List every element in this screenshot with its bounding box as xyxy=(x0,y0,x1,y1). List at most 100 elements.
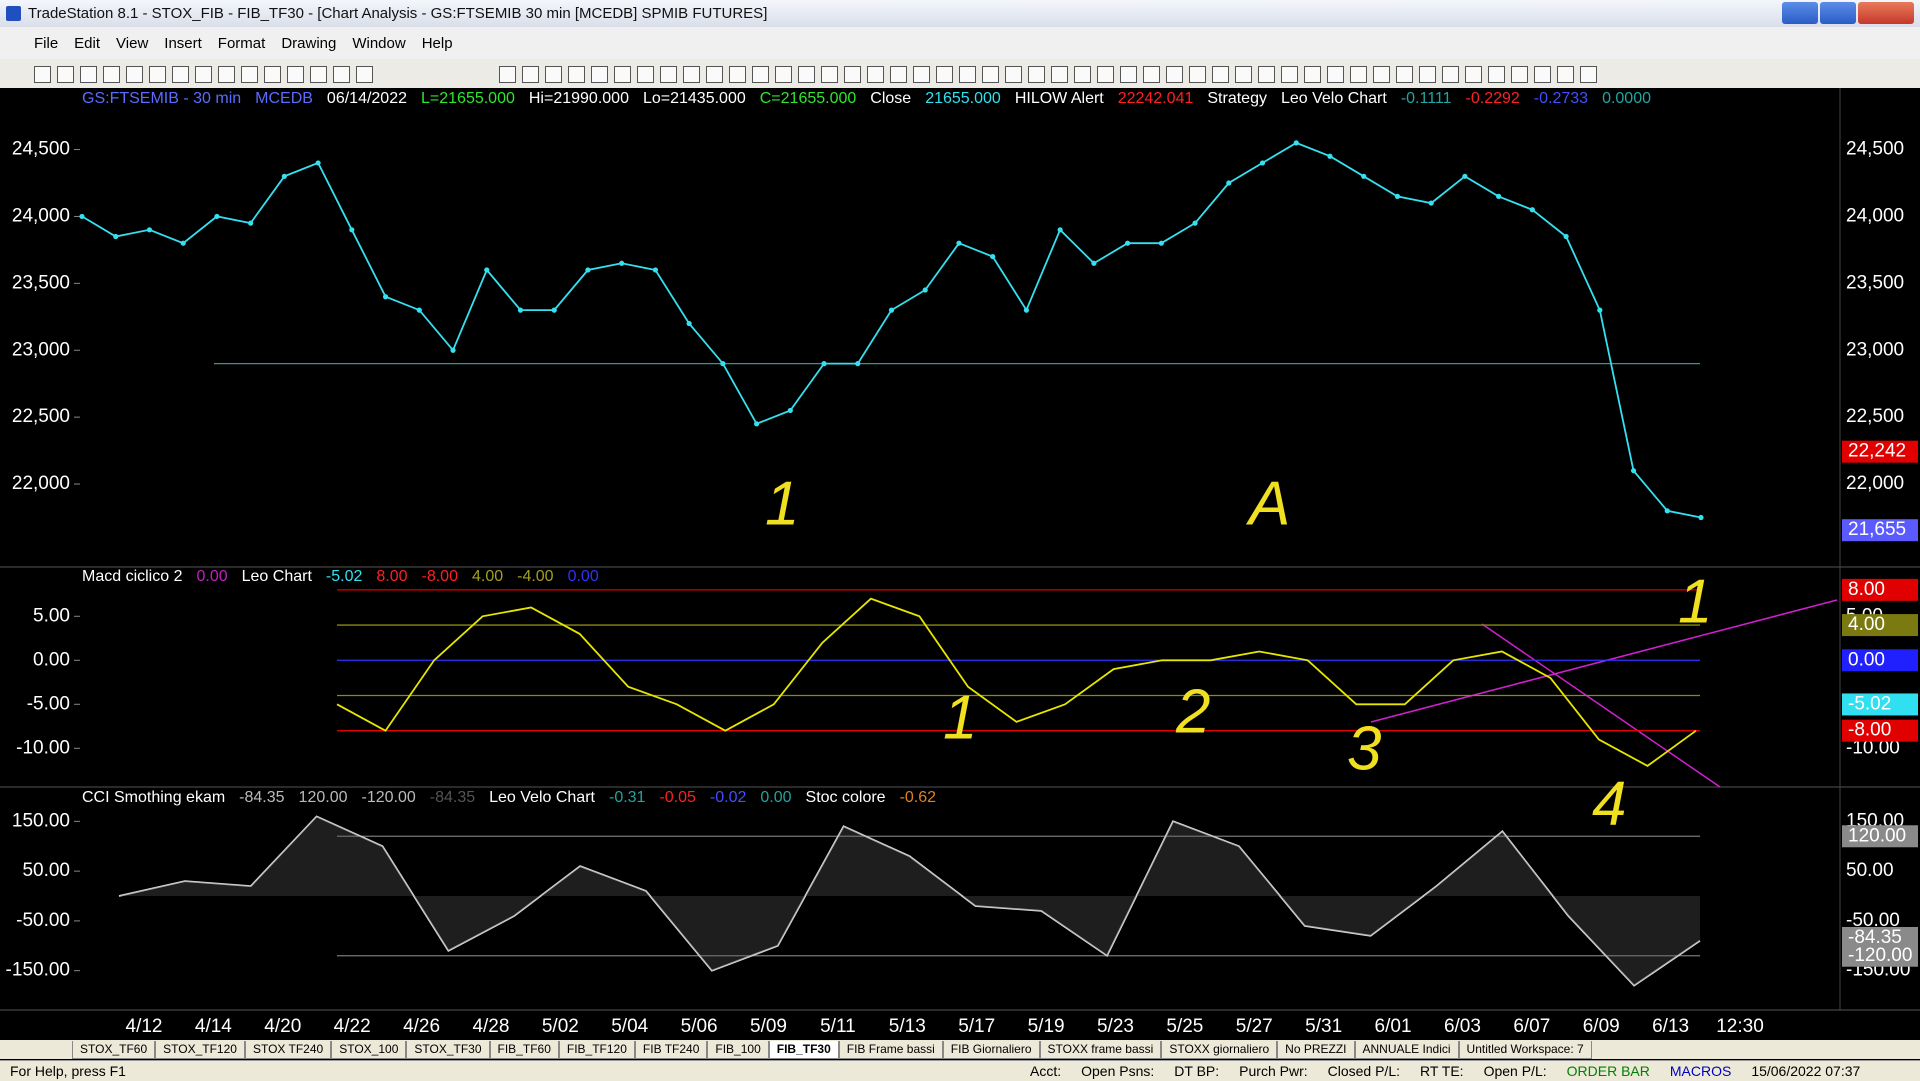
workspace-tab[interactable]: FIB_TF120 xyxy=(558,1040,635,1059)
toolbar-button[interactable] xyxy=(1235,66,1252,83)
toolbar-button[interactable] xyxy=(1304,66,1321,83)
toolbar-button[interactable] xyxy=(1212,66,1229,83)
toolbar-button[interactable] xyxy=(545,66,562,83)
toolbar-button[interactable] xyxy=(1534,66,1551,83)
toolbar-button[interactable] xyxy=(1074,66,1091,83)
toolbar-button[interactable] xyxy=(195,66,212,83)
price-badge xyxy=(1842,519,1918,542)
toolbar-button[interactable] xyxy=(637,66,654,83)
x-tick-label: 6/03 xyxy=(1444,1016,1481,1037)
header-item: Leo Velo Chart xyxy=(1280,90,1387,107)
toolbar-button[interactable] xyxy=(1189,66,1206,83)
toolbar-button[interactable] xyxy=(264,66,281,83)
data-point xyxy=(1462,173,1468,179)
workspace-tab[interactable]: FIB_TF60 xyxy=(489,1040,559,1059)
workspace-tab[interactable]: FIB Frame bassi xyxy=(838,1040,943,1059)
toolbar-button[interactable] xyxy=(1051,66,1068,83)
toolbar-button[interactable] xyxy=(959,66,976,83)
toolbar-button[interactable] xyxy=(1488,66,1505,83)
toolbar-button[interactable] xyxy=(1396,66,1413,83)
menu-item[interactable]: Help xyxy=(421,34,453,52)
workspace-tab[interactable]: FIB TF240 xyxy=(634,1040,708,1059)
toolbar-button[interactable] xyxy=(34,66,51,83)
toolbar-button[interactable] xyxy=(752,66,769,83)
toolbar-button[interactable] xyxy=(1120,66,1137,83)
toolbar-button[interactable] xyxy=(867,66,884,83)
toolbar-button[interactable] xyxy=(936,66,953,83)
toolbar-button[interactable] xyxy=(1465,66,1482,83)
toolbar-button[interactable] xyxy=(844,66,861,83)
toolbar-button[interactable] xyxy=(1327,66,1344,83)
toolbar-button[interactable] xyxy=(126,66,143,83)
toolbar-button[interactable] xyxy=(310,66,327,83)
workspace-tab[interactable]: STOX_100 xyxy=(331,1040,407,1059)
header-item: 4.00 xyxy=(471,568,504,585)
menu-item[interactable]: File xyxy=(34,34,59,52)
macros[interactable]: MACROS xyxy=(1669,1063,1732,1079)
toolbar-button[interactable] xyxy=(218,66,235,83)
toolbar-button[interactable] xyxy=(57,66,74,83)
menu-item[interactable]: View xyxy=(116,34,149,52)
toolbar-button[interactable] xyxy=(1166,66,1183,83)
toolbar-button[interactable] xyxy=(149,66,166,83)
toolbar-button[interactable] xyxy=(333,66,350,83)
toolbar-button[interactable] xyxy=(172,66,189,83)
menu-item[interactable]: Window xyxy=(352,34,406,52)
toolbar-button[interactable] xyxy=(913,66,930,83)
toolbar-button[interactable] xyxy=(614,66,631,83)
toolbar-button[interactable] xyxy=(775,66,792,83)
menu-item[interactable]: Insert xyxy=(164,34,202,52)
toolbar-button[interactable] xyxy=(103,66,120,83)
workspace-tab[interactable]: FIB Giornaliero xyxy=(942,1040,1040,1059)
x-tick-label: 5/25 xyxy=(1166,1016,1203,1037)
toolbar-button[interactable] xyxy=(1557,66,1574,83)
toolbar-button[interactable] xyxy=(1511,66,1528,83)
toolbar-button[interactable] xyxy=(729,66,746,83)
toolbar-button[interactable] xyxy=(241,66,258,83)
menu-item[interactable]: Edit xyxy=(74,34,101,52)
toolbar-button[interactable] xyxy=(1580,66,1597,83)
toolbar-button[interactable] xyxy=(522,66,539,83)
toolbar-button[interactable] xyxy=(1097,66,1114,83)
toolbar-button[interactable] xyxy=(1281,66,1298,83)
handwritten-annotation: 4 xyxy=(1592,769,1626,838)
toolbar-button[interactable] xyxy=(683,66,700,83)
toolbar-button[interactable] xyxy=(1005,66,1022,83)
toolbar-button[interactable] xyxy=(1419,66,1436,83)
toolbar-button[interactable] xyxy=(1442,66,1459,83)
toolbar-button[interactable] xyxy=(821,66,838,83)
workspace-tab[interactable]: STOXX frame bassi xyxy=(1039,1040,1162,1059)
toolbar-button[interactable] xyxy=(1143,66,1160,83)
workspace-tab[interactable]: STOX_TF60 xyxy=(72,1040,156,1059)
toolbar-button[interactable] xyxy=(890,66,907,83)
toolbar-button[interactable] xyxy=(798,66,815,83)
workspace-tab[interactable]: FIB_TF30 xyxy=(768,1040,839,1059)
workspace-tab[interactable]: ANNUALE Indici xyxy=(1354,1040,1459,1059)
toolbar-button[interactable] xyxy=(80,66,97,83)
workspace-tab[interactable]: STOXX giornaliero xyxy=(1161,1040,1278,1059)
toolbar-button[interactable] xyxy=(356,66,373,83)
toolbar-button[interactable] xyxy=(982,66,999,83)
toolbar-button[interactable] xyxy=(591,66,608,83)
close-button[interactable] xyxy=(1858,2,1914,24)
toolbar-button[interactable] xyxy=(499,66,516,83)
toolbar-button[interactable] xyxy=(1350,66,1367,83)
menu-item[interactable]: Format xyxy=(217,34,266,52)
workspace-tab[interactable]: Untitled Workspace: 7 xyxy=(1458,1040,1592,1059)
workspace-tab[interactable]: STOX TF240 xyxy=(244,1040,332,1059)
toolbar-button[interactable] xyxy=(660,66,677,83)
toolbar-button[interactable] xyxy=(568,66,585,83)
order-bar[interactable]: ORDER BAR xyxy=(1566,1063,1650,1079)
toolbar-button[interactable] xyxy=(1373,66,1390,83)
workspace-tab[interactable]: STOX_TF30 xyxy=(406,1040,490,1059)
toolbar-button[interactable] xyxy=(1028,66,1045,83)
toolbar-button[interactable] xyxy=(1258,66,1275,83)
toolbar-button[interactable] xyxy=(287,66,304,83)
maximize-button[interactable] xyxy=(1820,2,1856,24)
menu-item[interactable]: Drawing xyxy=(281,34,337,52)
toolbar-button[interactable] xyxy=(706,66,723,83)
minimize-button[interactable] xyxy=(1782,2,1818,24)
workspace-tab[interactable]: No PREZZI xyxy=(1277,1040,1355,1059)
workspace-tab[interactable]: FIB_100 xyxy=(707,1040,769,1059)
workspace-tab[interactable]: STOX_TF120 xyxy=(155,1040,245,1059)
